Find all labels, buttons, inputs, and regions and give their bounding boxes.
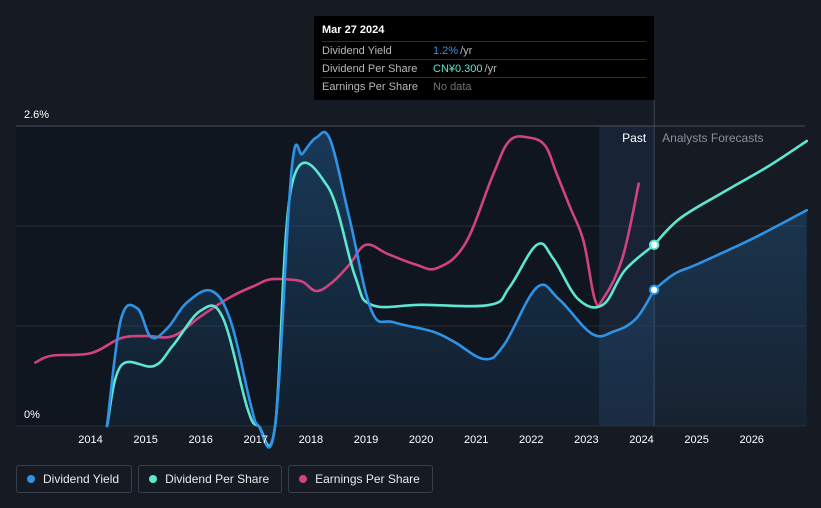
tooltip-row-label: Dividend Yield <box>322 44 392 57</box>
dividend-yield-marker <box>648 284 660 296</box>
x-tick-label: 2025 <box>684 434 708 446</box>
x-tick-label: 2022 <box>519 434 543 446</box>
tooltip-row-earnings-per-share: Earnings Per Share No data <box>322 77 646 95</box>
x-tick-label: 2019 <box>354 434 378 446</box>
earnings-per-share-line <box>34 135 640 364</box>
chart-series <box>34 130 809 449</box>
tooltip-row-label: Dividend Per Share <box>322 62 418 75</box>
legend-dot-icon <box>149 475 158 483</box>
legend-dot-icon <box>299 475 308 483</box>
x-tick-label: 2018 <box>299 434 323 446</box>
x-tick-label: 2017 <box>244 434 268 446</box>
tooltip-row-value: No data <box>433 80 472 93</box>
dividend-per-share-line <box>105 161 656 447</box>
legend-item-dividend-yield[interactable]: Dividend Yield <box>16 465 133 493</box>
tooltip-row-value: 1.2% <box>433 44 459 57</box>
tooltip-row-unit: /yr <box>484 62 497 75</box>
tooltip-row-unit: /yr <box>460 44 473 57</box>
dividend-per-share-forecast-line <box>652 139 809 247</box>
dividend-yield-line <box>105 130 656 449</box>
legend-label: Earnings Per Share <box>315 472 420 486</box>
x-tick-label: 2023 <box>574 434 598 446</box>
tooltip-row-dividend-yield: Dividend Yield 1.2% /yr <box>322 41 646 59</box>
legend: Dividend Yield Dividend Per Share Earnin… <box>16 465 433 493</box>
tooltip-row-label: Earnings Per Share <box>322 80 418 93</box>
dividend-yield-forecast-line <box>652 208 809 292</box>
x-tick-label: 2024 <box>629 434 653 446</box>
tooltip-row-value: CN¥0.300 <box>433 62 483 75</box>
legend-item-earnings-per-share[interactable]: Earnings Per Share <box>288 465 433 493</box>
legend-label: Dividend Per Share <box>165 472 270 486</box>
past-label: Past <box>622 131 647 145</box>
dividend-yield-area <box>107 132 807 448</box>
x-tick-label: 2021 <box>464 434 488 446</box>
x-tick-label: 2015 <box>133 434 157 446</box>
tooltip: Mar 27 2024 Dividend Yield 1.2% /yr Divi… <box>314 16 654 100</box>
y-tick-label-top: 2.6% <box>24 109 49 121</box>
legend-item-dividend-per-share[interactable]: Dividend Per Share <box>138 465 283 493</box>
x-tick-label: 2014 <box>78 434 102 446</box>
x-axis: 2014 2015 2016 2017 2018 2019 2020 2021 2022 2023… <box>78 434 764 446</box>
y-tick-label-bottom: 0% <box>24 409 40 421</box>
legend-dot-icon <box>27 475 35 483</box>
tooltip-date: Mar 27 2024 <box>322 24 385 36</box>
legend-label: Dividend Yield <box>43 472 120 486</box>
tooltip-row-dividend-per-share: Dividend Per Share CN¥0.300 /yr <box>322 59 646 77</box>
x-tick-label: 2026 <box>739 434 763 446</box>
analysts-forecasts-label: Analysts Forecasts <box>662 131 763 145</box>
dividend-per-share-marker <box>648 239 660 251</box>
x-tick-label: 2016 <box>188 434 212 446</box>
x-tick-label: 2020 <box>409 434 433 446</box>
